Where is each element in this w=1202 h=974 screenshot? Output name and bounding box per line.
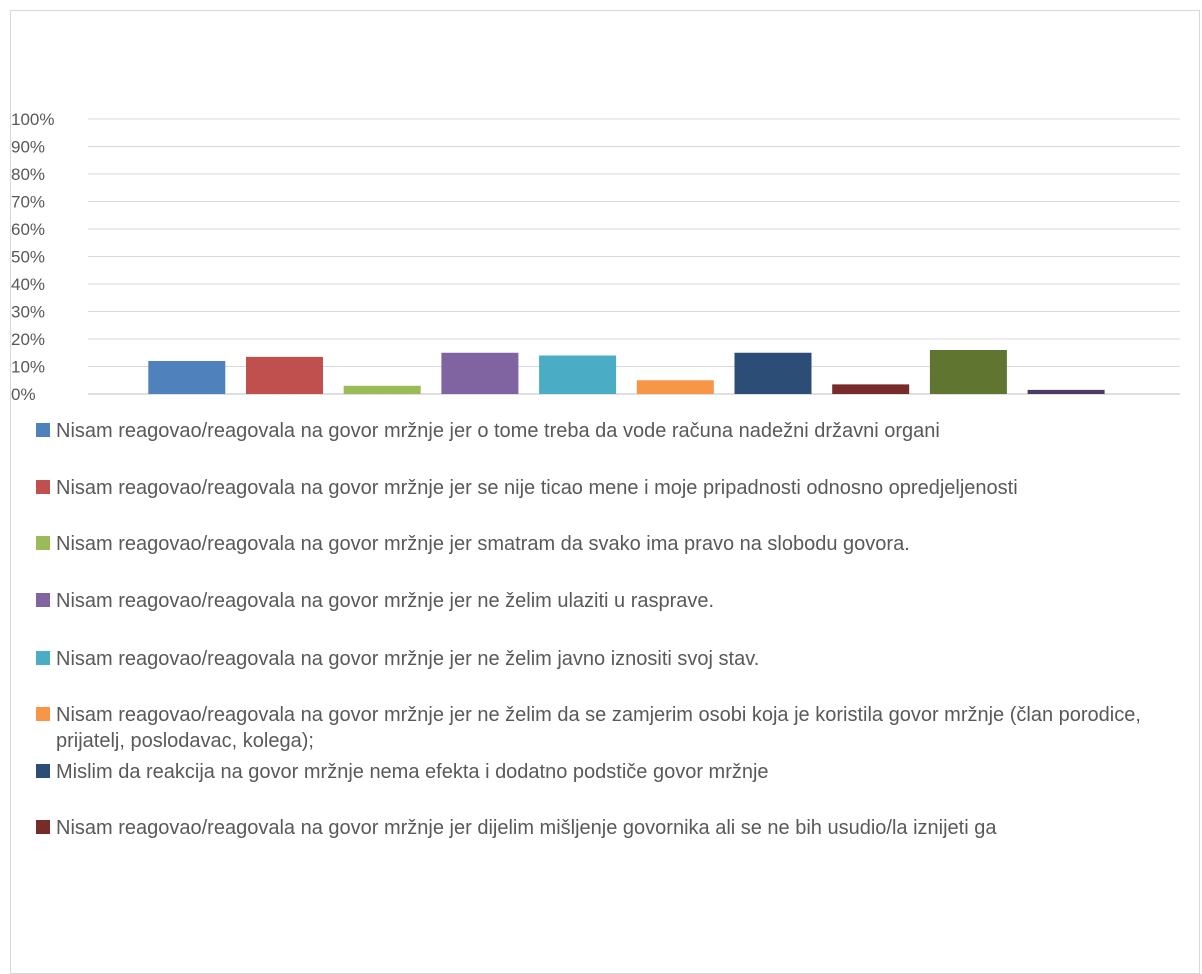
bar bbox=[734, 352, 812, 394]
legend-swatch bbox=[36, 423, 50, 437]
bar bbox=[441, 352, 519, 394]
legend-item: Nisam reagovao/reagovala na govor mržnje… bbox=[36, 702, 1166, 754]
bar bbox=[636, 380, 714, 394]
y-tick-label: 90% bbox=[11, 138, 45, 157]
y-tick-label: 30% bbox=[11, 303, 45, 322]
y-tick-label: 70% bbox=[11, 193, 45, 212]
legend-label: Mislim da reakcija na govor mržnje nema … bbox=[56, 761, 769, 783]
legend-label: Nisam reagovao/reagovala na govor mržnje… bbox=[56, 817, 997, 839]
y-tick-label: 80% bbox=[11, 165, 45, 184]
legend-label: Nisam reagovao/reagovala na govor mržnje… bbox=[56, 590, 715, 612]
bar bbox=[929, 350, 1007, 394]
legend-item: Nisam reagovao/reagovala na govor mržnje… bbox=[36, 646, 1166, 672]
bar bbox=[539, 355, 617, 394]
y-tick-label: 50% bbox=[11, 248, 45, 267]
legend-item: Nisam reagovao/reagovala na govor mržnje… bbox=[36, 815, 1166, 841]
y-tick-label: 20% bbox=[11, 330, 45, 349]
legend-item: Nisam reagovao/reagovala na govor mržnje… bbox=[36, 588, 1166, 614]
y-tick-label: 0% bbox=[11, 385, 36, 404]
bar bbox=[343, 385, 421, 394]
legend-item: Mislim da reakcija na govor mržnje nema … bbox=[36, 759, 1166, 785]
y-tick-label: 10% bbox=[11, 358, 45, 377]
bar bbox=[246, 356, 323, 394]
legend-label: Nisam reagovao/reagovala na govor mržnje… bbox=[56, 477, 1018, 499]
legend-label: Nisam reagovao/reagovala na govor mržnje… bbox=[56, 648, 760, 670]
y-tick-label: 40% bbox=[11, 275, 45, 294]
legend-item: Nisam reagovao/reagovala na govor mržnje… bbox=[36, 475, 1166, 501]
legend-swatch bbox=[36, 820, 50, 834]
legend-item: Nisam reagovao/reagovala na govor mržnje… bbox=[36, 531, 1166, 557]
legend-swatch bbox=[36, 707, 50, 721]
bar bbox=[832, 384, 910, 394]
y-tick-label: 100% bbox=[11, 110, 54, 129]
legend-label: Nisam reagovao/reagovala na govor mržnje… bbox=[56, 704, 1141, 752]
legend-swatch bbox=[36, 480, 50, 494]
bar bbox=[148, 361, 226, 394]
bar bbox=[1027, 389, 1105, 394]
legend-swatch bbox=[36, 651, 50, 665]
legend-item: Nisam reagovao/reagovala na govor mržnje… bbox=[36, 418, 1166, 444]
legend-label: Nisam reagovao/reagovala na govor mržnje… bbox=[56, 420, 940, 442]
legend-swatch bbox=[36, 536, 50, 550]
legend-swatch bbox=[36, 764, 50, 778]
chart-area bbox=[10, 10, 1200, 974]
y-tick-label: 60% bbox=[11, 220, 45, 239]
legend-label: Nisam reagovao/reagovala na govor mržnje… bbox=[56, 533, 910, 555]
legend-swatch bbox=[36, 593, 50, 607]
